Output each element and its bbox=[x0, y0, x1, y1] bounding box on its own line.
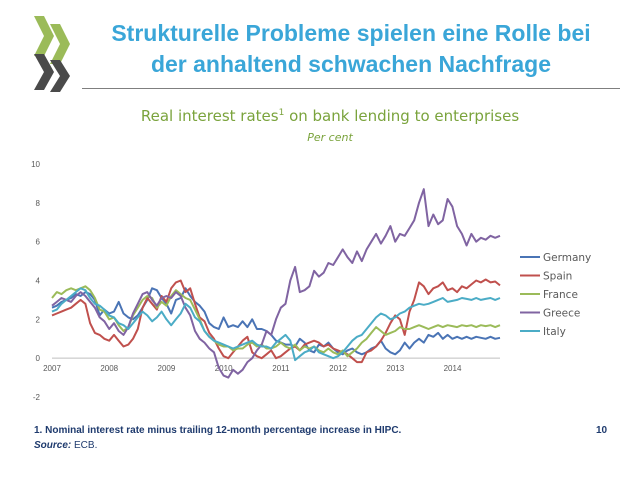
x-tick-label: 2013 bbox=[386, 364, 404, 373]
source-note: Source: ECB. bbox=[34, 440, 97, 451]
series-line-italy bbox=[51, 287, 501, 362]
chart-title-footnote-mark: 1 bbox=[278, 108, 285, 118]
chart-title-suffix: on bank lending to enterprises bbox=[284, 107, 520, 125]
x-tick-label: 2010 bbox=[215, 364, 233, 373]
series-line-greece bbox=[51, 188, 501, 379]
source-text: ECB. bbox=[71, 440, 98, 451]
series-line-spain bbox=[51, 278, 501, 364]
y-tick-label: 2 bbox=[36, 315, 41, 324]
x-tick-label: 2011 bbox=[272, 364, 290, 373]
source-label: Source: bbox=[34, 440, 72, 451]
legend-label-spain: Spain bbox=[543, 271, 572, 283]
x-tick-label: 2014 bbox=[444, 364, 462, 373]
x-tick-label: 2008 bbox=[100, 364, 118, 373]
chart-title: Real interest rates1 on bank lending to … bbox=[100, 107, 560, 125]
page-number: 10 bbox=[596, 425, 608, 436]
y-tick-label: 10 bbox=[31, 160, 40, 169]
x-tick-label: 2012 bbox=[329, 364, 347, 373]
x-tick-label: 2009 bbox=[158, 364, 176, 373]
line-chart: 10 8 6 4 2 0 -2 2007 2008 2009 2010 2011 2012 2013 201… bbox=[31, 160, 591, 402]
y-tick-label: 8 bbox=[36, 199, 41, 208]
legend-label-france: France bbox=[543, 289, 578, 301]
oecd-chevrons-icon bbox=[34, 16, 70, 92]
y-tick-label: -2 bbox=[33, 393, 41, 402]
chart-subtitle: Per cent bbox=[307, 131, 353, 144]
chart-title-main: Real interest rates bbox=[140, 107, 279, 125]
series-line-germany bbox=[51, 287, 501, 356]
y-tick-label: 0 bbox=[36, 354, 41, 363]
footnote: 1. Nominal interest rate minus trailing … bbox=[34, 425, 402, 436]
y-tick-label: 4 bbox=[36, 277, 41, 286]
title-divider bbox=[82, 88, 620, 89]
slide-title-line2: der anhaltend schwachen Nachfrage bbox=[150, 51, 552, 77]
legend-label-greece: Greece bbox=[543, 308, 580, 320]
x-tick-label: 2007 bbox=[43, 364, 61, 373]
y-tick-label: 6 bbox=[36, 238, 41, 247]
slide-title: Strukturelle Probleme spielen eine Rolle… bbox=[82, 18, 620, 80]
oecd-logo bbox=[30, 14, 78, 92]
legend-label-germany: Germany bbox=[543, 252, 591, 264]
legend-label-italy: Italy bbox=[543, 326, 566, 338]
slide-title-line1: Strukturelle Probleme spielen eine Rolle… bbox=[111, 20, 591, 46]
